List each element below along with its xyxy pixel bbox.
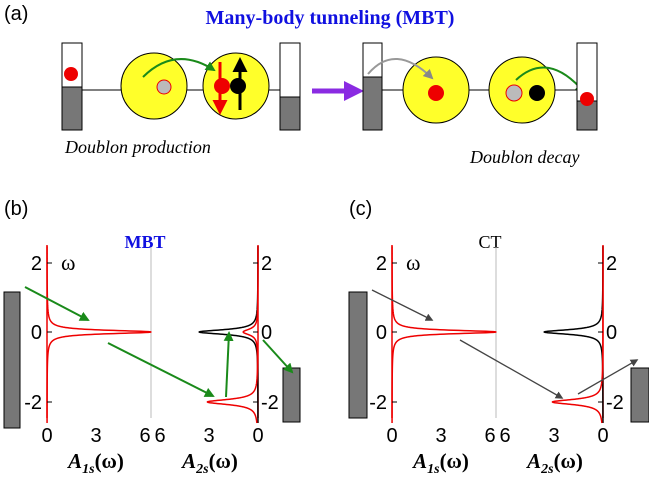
y-tick-label: 0 [606, 322, 617, 344]
x-tick-label: 6 [499, 425, 510, 447]
x-axis-label: A2s(ω) [525, 449, 583, 477]
transfer-arrow [24, 286, 90, 321]
y-tick-label: 0 [261, 322, 272, 344]
caption: Doublon production [64, 137, 211, 157]
y-tick-label: 0 [31, 322, 42, 344]
x-tick-label: 0 [597, 425, 608, 447]
argument: (ω) [95, 449, 124, 473]
x-tick-label: 3 [203, 425, 214, 447]
spectrum-2s-red [551, 246, 604, 424]
mbt-schematic [61, 42, 598, 131]
panel-title: Many-body tunneling (MBT) [206, 7, 455, 29]
spectrum-2s-black [543, 246, 604, 423]
subscript: 1s [82, 462, 95, 477]
spectrum-1s [391, 246, 497, 423]
subscript: 1s [427, 462, 440, 477]
spectrum-2s-red [206, 246, 259, 424]
transfer-arrow [371, 289, 434, 321]
y-tick-label: -2 [24, 392, 42, 414]
transfer-arrow [262, 339, 294, 374]
y-tick-label: 0 [376, 322, 387, 344]
argument: (ω) [554, 449, 583, 473]
x-tick-label: 3 [90, 425, 101, 447]
x-tick-label: 3 [548, 425, 559, 447]
x-tick-label: 3 [435, 425, 446, 447]
omega-label: ω [406, 250, 420, 275]
panel-title: CT [478, 232, 501, 252]
panel-title: MBT [124, 232, 165, 252]
y-tick-label: 2 [31, 253, 42, 275]
spectrum-1s [46, 246, 152, 423]
subscript: 2s [540, 462, 554, 477]
y-tick-label: 2 [606, 253, 617, 275]
x-axis-label: A1s(ω) [411, 449, 469, 477]
y-tick-label: 2 [376, 253, 387, 275]
x-tick-label: 6 [484, 425, 495, 447]
x-tick-label: 6 [154, 425, 165, 447]
symbol: A [411, 449, 427, 473]
y-tick-label: -2 [606, 392, 624, 414]
argument: (ω) [209, 449, 238, 473]
argument: (ω) [440, 449, 469, 473]
transfer-arrow [577, 359, 639, 395]
symbol: A [525, 449, 541, 473]
x-tick-label: 0 [252, 425, 263, 447]
transfer-arrow [223, 331, 234, 398]
y-tick-label: 2 [261, 253, 272, 275]
x-axis-label: A2s(ω) [180, 449, 238, 477]
x-tick-label: 0 [41, 425, 52, 447]
reservoir [630, 367, 649, 423]
caption: Doublon decay [469, 147, 579, 167]
x-axis-label: A1s(ω) [66, 449, 124, 477]
reservoir [282, 367, 301, 423]
y-tick-label: -2 [369, 392, 387, 414]
reservoir [348, 291, 368, 419]
reservoir [3, 291, 21, 429]
panel-label: (c) [349, 198, 372, 220]
panel-label: (b) [4, 198, 28, 220]
transfer-arrow [107, 342, 215, 397]
y-tick-label: -2 [261, 392, 279, 414]
subscript: 2s [195, 462, 209, 477]
omega-label: ω [61, 250, 75, 275]
x-tick-label: 0 [386, 425, 397, 447]
symbol: A [66, 449, 82, 473]
x-tick-label: 6 [139, 425, 150, 447]
symbol: A [180, 449, 196, 473]
transfer-arrow [459, 339, 564, 399]
panel-label: (a) [4, 3, 28, 25]
